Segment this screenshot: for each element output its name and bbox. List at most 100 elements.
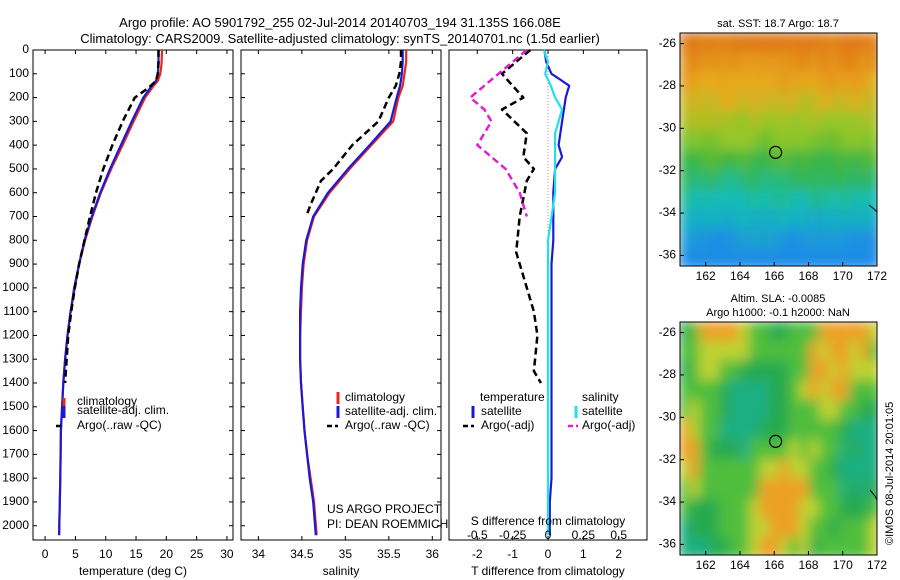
map-cell <box>689 91 701 113</box>
depth-tick-label: 1200 <box>2 328 29 342</box>
map-cell <box>849 322 861 343</box>
map-cell <box>719 110 731 133</box>
map-cell <box>739 478 751 501</box>
depth-tick-label: 1400 <box>2 375 29 389</box>
map-cell <box>709 439 721 461</box>
map-cell <box>699 439 711 461</box>
map-cell <box>759 360 771 382</box>
map-cell <box>789 439 801 461</box>
map-cell <box>769 150 781 172</box>
map-cell <box>680 380 691 402</box>
map-cell <box>869 380 877 402</box>
map-cell <box>869 340 877 363</box>
map-cell <box>789 518 801 540</box>
map-cell <box>769 248 781 266</box>
map-cell <box>809 399 821 422</box>
map-cell <box>799 71 811 93</box>
map-cell <box>729 399 741 422</box>
map-cell <box>739 170 751 192</box>
map-cell <box>799 248 811 266</box>
map-cell <box>809 130 821 152</box>
map-cell <box>849 340 861 363</box>
map-cell <box>809 537 821 555</box>
map-cell <box>829 209 841 231</box>
map-cell <box>789 91 801 113</box>
map-cell <box>749 71 761 93</box>
sst-map-field <box>680 33 877 266</box>
salinity-xlabel: salinity <box>323 564 360 578</box>
map-y-tick-label: -30 <box>659 409 677 423</box>
map-cell <box>869 33 877 54</box>
argo-line <box>305 50 403 217</box>
map-cell <box>799 110 811 133</box>
map-cell <box>849 189 861 212</box>
map-cell <box>699 459 711 481</box>
map-cell <box>859 322 871 343</box>
salinity-difference-tick-label: -0.25 <box>499 528 527 542</box>
map-cell <box>839 340 851 363</box>
map-cell <box>869 518 877 540</box>
x-tick-label: 20 <box>160 547 174 561</box>
map-cell <box>789 322 801 343</box>
salinity-difference-ticks: -0.5 -0.25 0 0.25 0.5 <box>467 528 627 542</box>
map-cell <box>749 209 761 231</box>
map-cell <box>829 380 841 402</box>
map-cell <box>829 51 841 74</box>
sla-map-field <box>680 322 877 555</box>
map-cell <box>829 518 841 540</box>
salinity-difference-tick-label: 0 <box>545 528 552 542</box>
map-cell <box>809 459 821 481</box>
map-cell <box>849 478 861 501</box>
project-annotation-line-1: US ARGO PROJECT <box>327 502 442 516</box>
map-cell <box>719 518 731 540</box>
map-cell <box>789 51 801 74</box>
map-cell <box>859 150 871 172</box>
map-x-tick-label: 172 <box>867 558 887 572</box>
map-cell <box>739 419 751 441</box>
map-y-tick-label: -28 <box>659 78 677 92</box>
map-cell <box>839 71 851 93</box>
map-cell <box>829 33 841 54</box>
map-cell <box>680 439 691 461</box>
map-cell <box>849 170 861 192</box>
map-cell <box>769 380 781 402</box>
temperature-axes-frame <box>32 49 234 541</box>
map-cell <box>680 419 691 441</box>
map-cell <box>829 91 841 113</box>
map-cell <box>729 91 741 113</box>
map-cell <box>839 518 851 540</box>
map-cell <box>689 248 701 266</box>
coastline-fragment <box>868 204 878 213</box>
map-cell <box>709 518 721 540</box>
map-cell <box>819 229 831 251</box>
map-cell <box>699 51 711 74</box>
map-cell <box>799 91 811 113</box>
map-cell <box>839 170 851 192</box>
map-cell <box>839 322 851 343</box>
map-cell <box>699 71 711 93</box>
argo-location-marker <box>768 145 783 159</box>
map-cell <box>849 91 861 113</box>
map-cell <box>769 189 781 212</box>
map-cell <box>859 380 871 402</box>
map-cell <box>680 478 691 501</box>
map-cell <box>799 189 811 212</box>
map-cell <box>709 91 721 113</box>
map-y-tick-label: -34 <box>659 494 677 508</box>
map-cell <box>799 130 811 152</box>
map-cell <box>829 340 841 363</box>
map-cell <box>719 537 731 555</box>
map-cell <box>849 229 861 251</box>
map-cell <box>680 71 691 93</box>
map-cell <box>709 170 721 192</box>
map-cell <box>769 110 781 133</box>
map-cell <box>779 419 791 441</box>
map-cell <box>739 248 751 266</box>
map-cell <box>829 229 841 251</box>
map-cell <box>809 478 821 501</box>
map-x-tick-label: 166 <box>764 269 784 283</box>
map-cell <box>699 380 711 402</box>
map-cell <box>799 322 811 343</box>
map-cell <box>719 33 731 54</box>
